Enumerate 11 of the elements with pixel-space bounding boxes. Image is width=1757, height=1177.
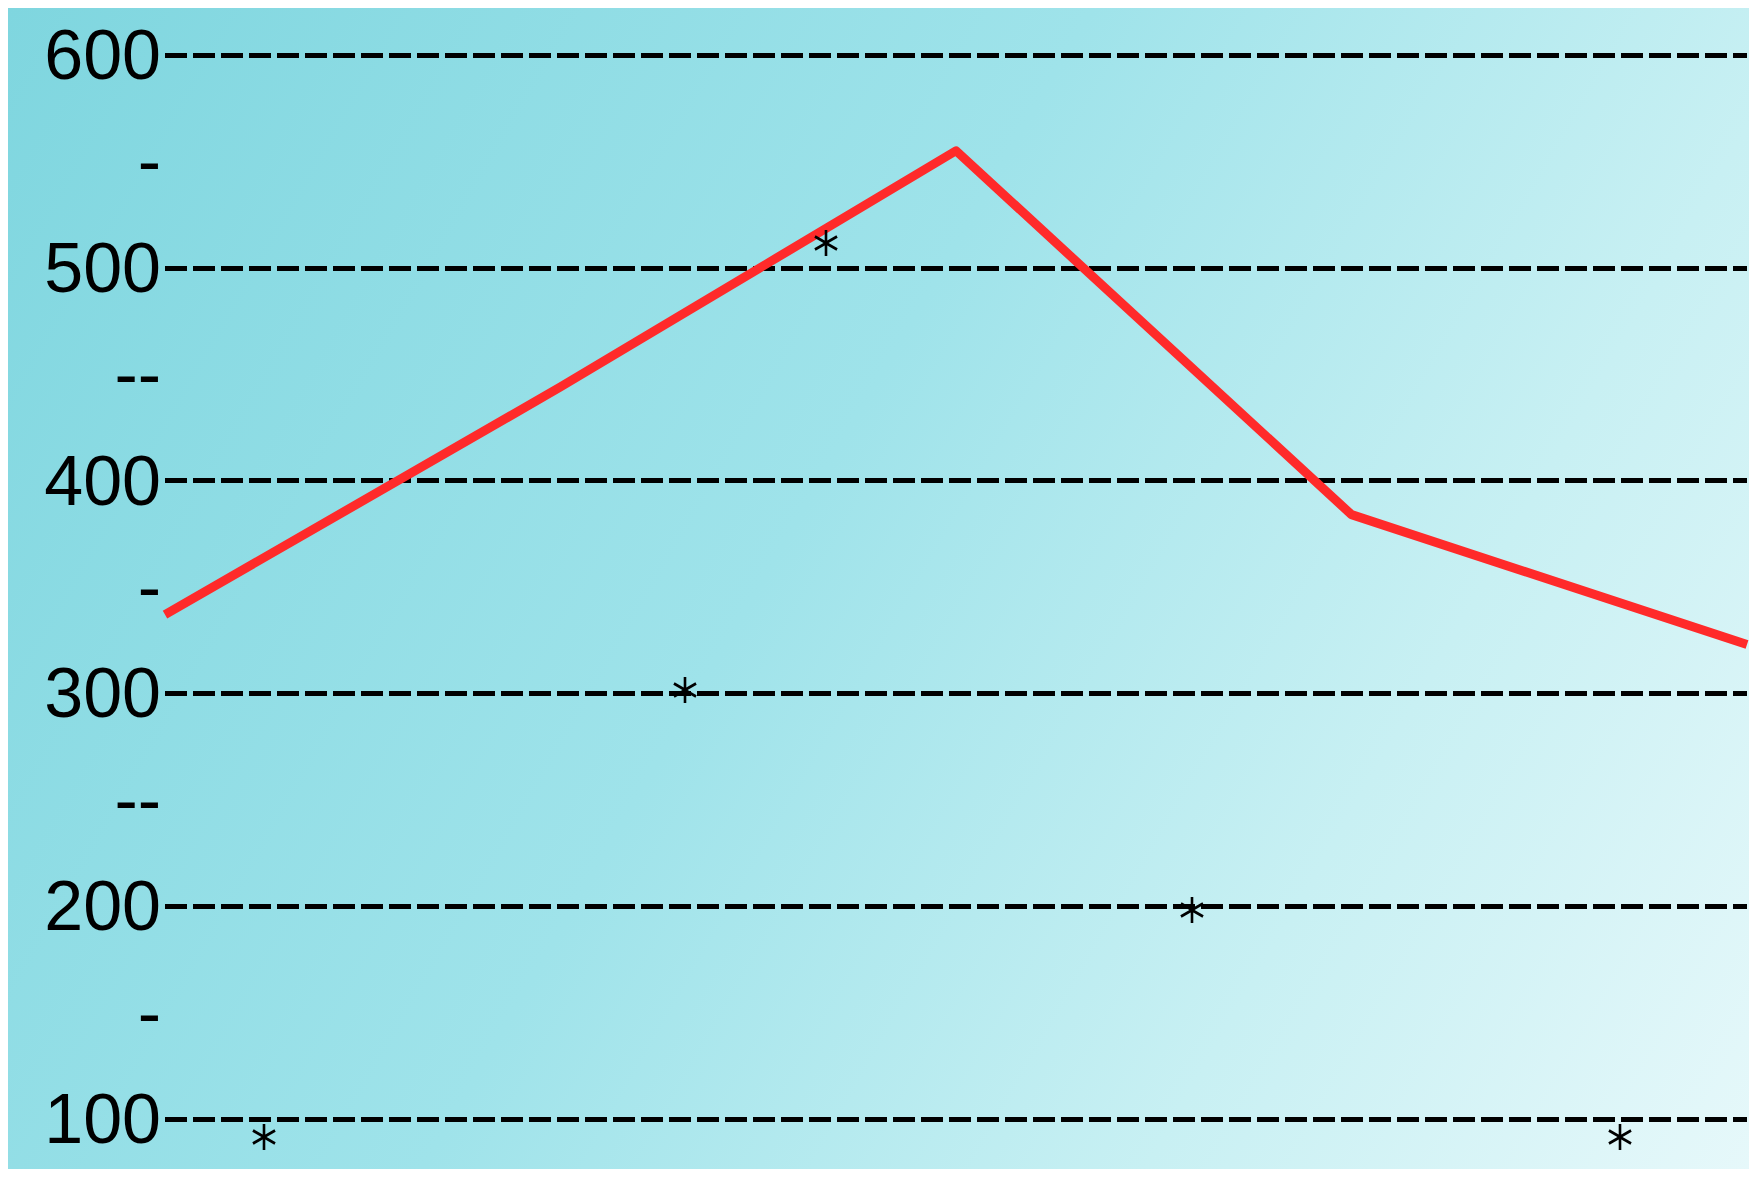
y-tick-label: - bbox=[137, 973, 161, 1052]
y-tick-label: - bbox=[137, 548, 161, 626]
y-tick-label: 300 bbox=[44, 654, 161, 733]
y-tick-label: 100 bbox=[44, 1080, 161, 1158]
y-tick-label: 400 bbox=[44, 441, 161, 520]
y-tick-label: -- bbox=[114, 760, 161, 839]
y-tick-label: 600 bbox=[44, 16, 161, 94]
y-tick-label: 200 bbox=[44, 867, 161, 946]
y-tick-label: -- bbox=[114, 335, 161, 414]
y-tick-label: - bbox=[137, 122, 161, 201]
y-tick-label: 500 bbox=[44, 228, 161, 307]
